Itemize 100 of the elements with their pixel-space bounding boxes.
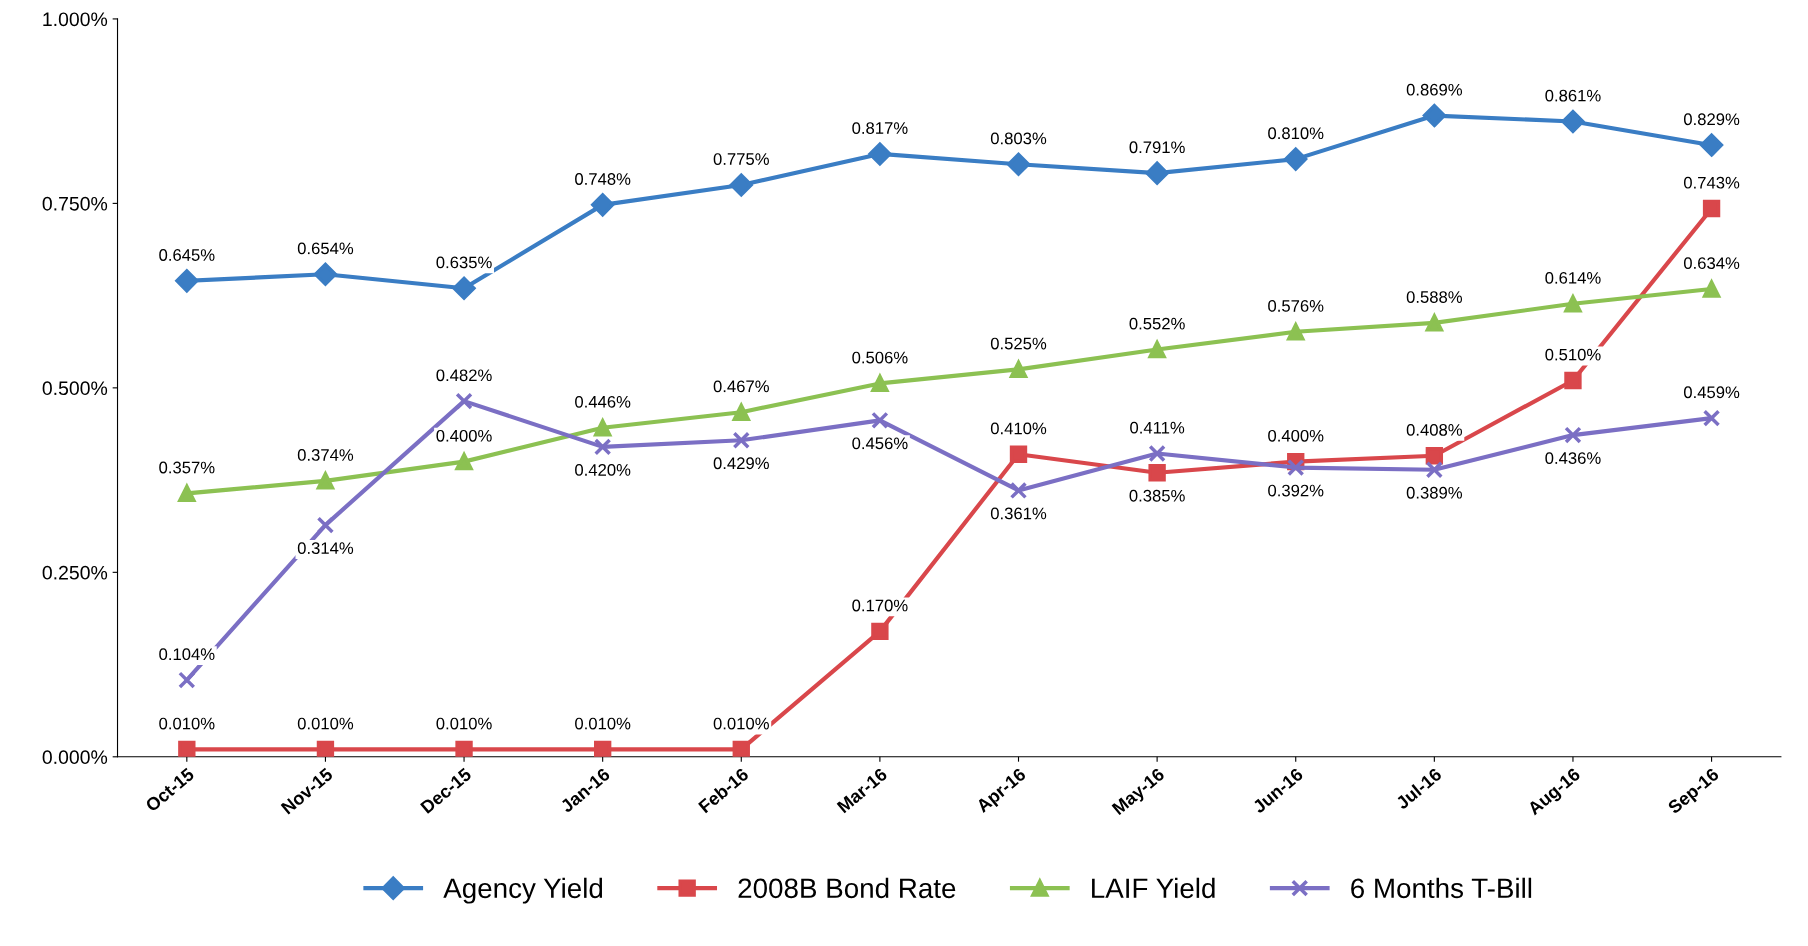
data-label: 0.400% — [1268, 429, 1324, 442]
legend-label: 2008B Bond Rate — [738, 877, 956, 899]
point — [316, 472, 335, 490]
data-label: 0.010% — [297, 717, 354, 730]
point — [1148, 444, 1166, 463]
data-label: 0.411% — [1130, 421, 1185, 434]
point — [591, 193, 615, 217]
data-label: 0.392% — [1268, 484, 1324, 497]
data-label: 0.456% — [852, 437, 908, 450]
point — [1147, 338, 1167, 359]
y-tick-label: 0.500% — [42, 381, 108, 396]
data-label: 0.861% — [1545, 89, 1601, 102]
data-label: 0.654% — [297, 242, 354, 255]
data-label: 0.634% — [1683, 257, 1740, 270]
point — [1425, 314, 1444, 332]
data-label: 0.010% — [713, 717, 769, 730]
point — [1008, 358, 1029, 379]
data-label: 0.506% — [852, 351, 908, 364]
point — [452, 276, 476, 300]
data-label: 0.410% — [990, 422, 1047, 435]
point — [1564, 371, 1582, 390]
data-label: 0.408% — [1406, 423, 1463, 436]
point — [1148, 464, 1166, 482]
point — [868, 142, 892, 166]
data-label: 0.614% — [1545, 271, 1601, 284]
data-label: 0.010% — [575, 717, 631, 730]
point — [1287, 458, 1305, 477]
point — [732, 431, 750, 449]
y-tick-label: 0.250% — [42, 565, 108, 580]
data-label: 0.400% — [436, 429, 492, 442]
point — [455, 392, 473, 410]
point — [593, 438, 612, 456]
legend-label: Agency Yield — [443, 877, 603, 904]
data-label: 0.459% — [1683, 386, 1740, 399]
data-label: 0.588% — [1406, 291, 1463, 303]
data-label: 0.748% — [575, 173, 631, 185]
point — [175, 269, 199, 293]
data-label: 0.810% — [1268, 127, 1324, 140]
point — [593, 419, 612, 437]
point — [1284, 147, 1308, 171]
data-label: 0.010% — [436, 717, 492, 730]
point — [1287, 323, 1305, 341]
data-label: 0.420% — [575, 464, 631, 476]
point — [177, 482, 197, 503]
point — [1564, 426, 1582, 444]
point — [178, 671, 196, 689]
y-tick-label: 0.750% — [42, 196, 108, 211]
data-label: 0.743% — [1683, 176, 1740, 189]
data-label: 0.829% — [1683, 113, 1740, 126]
data-label: 0.775% — [713, 153, 769, 165]
data-label: 0.170% — [852, 599, 908, 612]
data-label: 0.314% — [297, 542, 354, 555]
point — [1425, 461, 1444, 479]
point — [316, 516, 335, 534]
y-tick-label: 0.000% — [42, 750, 108, 765]
point — [870, 372, 890, 393]
data-label: 0.361% — [990, 507, 1047, 520]
point — [1009, 445, 1028, 463]
data-label: 0.482% — [436, 369, 492, 382]
data-label: 0.510% — [1545, 348, 1601, 361]
data-label: 0.467% — [713, 380, 769, 393]
point — [1702, 199, 1721, 218]
data-label: 0.552% — [1129, 317, 1185, 330]
point — [178, 740, 196, 757]
y-tick-label: 1.000% — [43, 12, 108, 27]
data-label: 0.869% — [1406, 83, 1463, 96]
point — [1561, 109, 1585, 134]
point — [313, 262, 337, 286]
point — [871, 622, 889, 641]
point — [455, 740, 473, 757]
point — [1702, 280, 1721, 298]
legend-label: LAIF Yield — [1092, 877, 1215, 899]
data-label: 0.010% — [159, 717, 215, 730]
point — [1009, 481, 1028, 500]
data-label: 0.385% — [1129, 489, 1185, 502]
point — [1006, 152, 1031, 176]
data-label: 0.389% — [1406, 486, 1463, 499]
data-label: 0.446% — [575, 395, 631, 408]
point — [1700, 133, 1724, 157]
point — [454, 450, 474, 471]
data-label: 0.817% — [852, 122, 908, 134]
point — [1425, 447, 1444, 465]
data-label: 0.525% — [990, 337, 1047, 350]
legend-label: 6 Months T-Bill — [1351, 877, 1532, 899]
point — [1422, 104, 1446, 128]
data-label: 0.576% — [1268, 300, 1324, 312]
data-label: 0.645% — [159, 249, 215, 261]
point — [729, 173, 753, 197]
point — [732, 740, 750, 757]
point — [593, 740, 612, 757]
data-label: 0.429% — [713, 457, 769, 470]
data-label: 0.803% — [990, 132, 1047, 145]
point — [871, 411, 889, 430]
point — [1702, 409, 1721, 427]
point — [316, 740, 335, 757]
data-label: 0.791% — [1129, 141, 1185, 154]
point — [1145, 161, 1169, 185]
data-label: 0.104% — [159, 648, 215, 661]
data-label: 0.357% — [159, 461, 215, 474]
data-label: 0.436% — [1545, 452, 1601, 464]
